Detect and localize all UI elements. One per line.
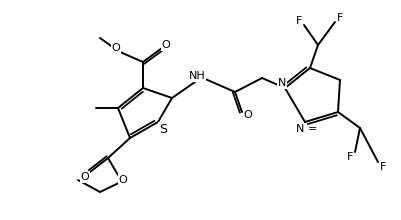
Text: S: S bbox=[159, 123, 167, 136]
Text: F: F bbox=[296, 16, 302, 26]
Text: O: O bbox=[119, 175, 128, 185]
Text: F: F bbox=[380, 162, 386, 172]
Text: O: O bbox=[81, 172, 89, 182]
Text: =: = bbox=[308, 124, 317, 134]
Text: O: O bbox=[244, 110, 252, 120]
Text: O: O bbox=[111, 43, 120, 53]
Text: N: N bbox=[296, 124, 304, 134]
Text: N: N bbox=[278, 78, 286, 88]
Text: F: F bbox=[337, 13, 343, 23]
Text: O: O bbox=[162, 40, 170, 50]
Text: F: F bbox=[347, 152, 353, 162]
Text: NH: NH bbox=[188, 71, 205, 81]
